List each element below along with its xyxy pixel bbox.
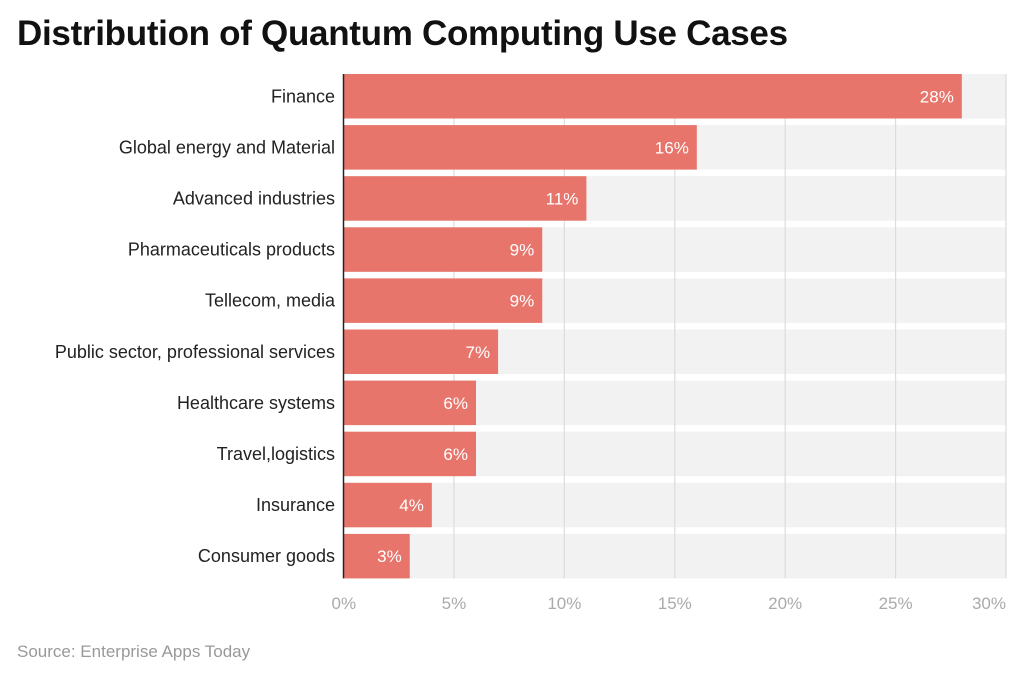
data-label: 4% (399, 496, 424, 515)
data-label: 28% (920, 87, 954, 106)
x-tick-label: 25% (879, 594, 913, 613)
data-label: 3% (377, 547, 402, 566)
bar-3 (343, 227, 543, 272)
bar-0 (343, 74, 962, 119)
data-label: 9% (510, 241, 535, 260)
x-tick-label: 5% (442, 594, 467, 613)
category-label: Travel,logistics (217, 444, 335, 464)
category-label: Insurance (256, 495, 335, 515)
x-tick-label: 30% (972, 594, 1006, 613)
data-label: 9% (510, 292, 535, 311)
bar-2 (343, 176, 587, 221)
bar-4 (343, 278, 543, 323)
x-tick-label: 10% (547, 594, 581, 613)
category-label: Global energy and Material (119, 137, 335, 157)
data-label: 7% (466, 343, 491, 362)
category-label: Healthcare systems (177, 393, 335, 413)
chart-title: Distribution of Quantum Computing Use Ca… (17, 14, 788, 53)
data-label: 6% (443, 445, 468, 464)
x-tick-label: 20% (768, 594, 802, 613)
category-label: Advanced industries (173, 188, 335, 208)
x-tick-label: 0% (332, 594, 357, 613)
bar-7 (343, 431, 476, 477)
data-label: 6% (443, 394, 468, 413)
bar-1 (343, 125, 697, 170)
bar-5 (343, 329, 499, 374)
source-note: Source: Enterprise Apps Today (17, 642, 251, 661)
category-label: Consumer goods (198, 546, 335, 566)
x-tick-label: 15% (658, 594, 692, 613)
data-label: 16% (655, 138, 689, 157)
category-label: Tellecom, media (205, 291, 336, 311)
data-label: 11% (546, 189, 579, 208)
bar-6 (343, 380, 476, 426)
bar-9 (343, 533, 410, 579)
category-label: Public sector, professional services (55, 342, 335, 362)
category-label: Finance (271, 86, 335, 106)
category-label: Pharmaceuticals products (128, 240, 335, 260)
bar-8 (343, 482, 432, 528)
